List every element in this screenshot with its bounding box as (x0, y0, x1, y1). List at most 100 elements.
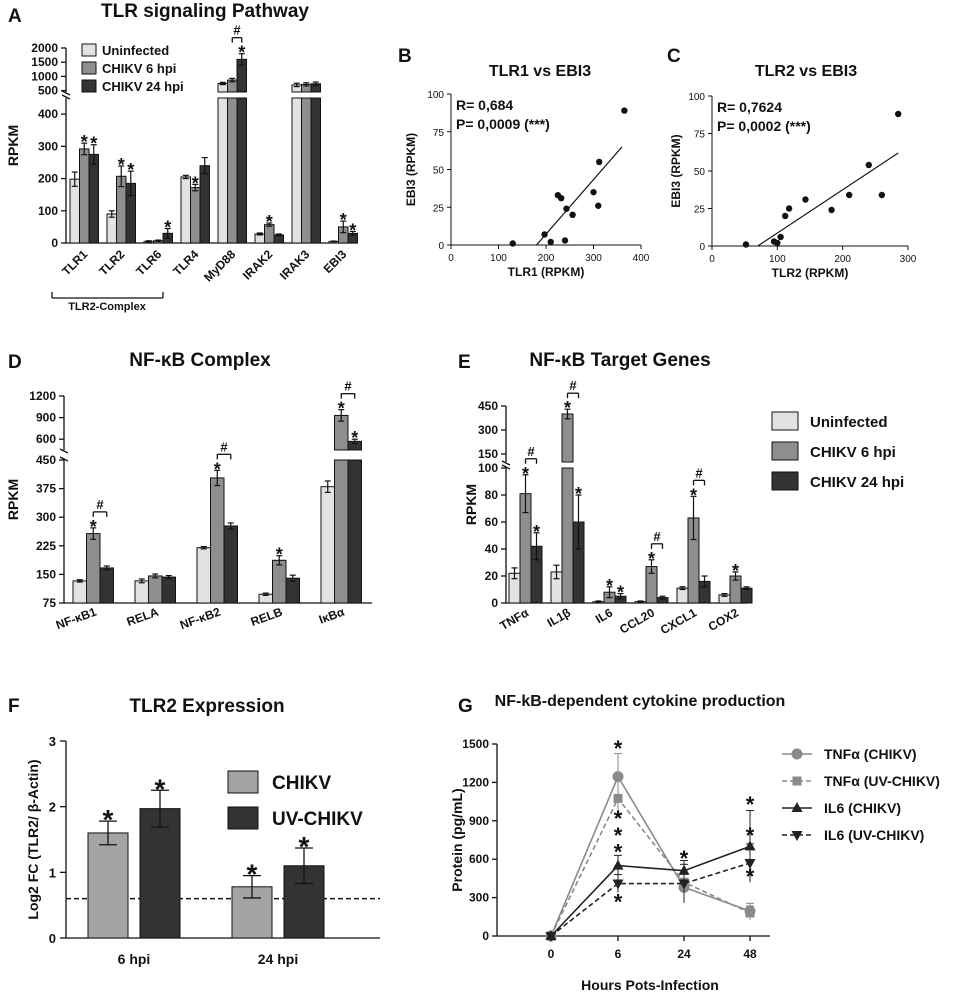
y-tick-label: 1500 (31, 55, 58, 69)
significance-star: * (680, 846, 689, 871)
hash-label: # (344, 379, 352, 394)
p-value: P= 0,0009 (***) (456, 116, 550, 132)
bar (285, 577, 300, 604)
y-axis-label: RPKM (5, 479, 21, 520)
y-tick-label: 40 (485, 542, 499, 556)
scatter-point (781, 212, 789, 220)
x-tick-label: 200 (834, 254, 851, 265)
x-tick-label: 0 (709, 254, 715, 265)
scatter-point (561, 237, 569, 244)
significance-star: * (155, 773, 166, 804)
significance-star: * (617, 583, 624, 603)
significance-star: * (90, 517, 97, 537)
marker-triangle-down (612, 879, 624, 890)
bar (87, 832, 129, 939)
panel-letter-C: C (667, 46, 681, 67)
marker-square (745, 908, 755, 918)
bar (148, 575, 163, 604)
r-value: R= 0,684 (456, 97, 513, 113)
scatter-point (878, 191, 886, 199)
y-tick-label: 450 (478, 399, 498, 413)
legend-swatch (771, 411, 799, 431)
significance-star: * (575, 484, 582, 504)
marker-triangle-down (545, 932, 557, 942)
bar (180, 176, 191, 244)
category-label: IRAK2 (240, 247, 276, 283)
x-axis-label: Hours Pots-Infection (581, 977, 719, 993)
bar (199, 165, 210, 244)
category-label: IL6 (593, 605, 615, 626)
panel-D: D NF-κB Complex 75 150 225 300 375 450 600 900 120… (5, 350, 372, 632)
scatter-point (785, 205, 793, 212)
bar (310, 97, 321, 244)
y-tick-label: 300 (38, 139, 58, 153)
significance-star: * (192, 173, 199, 193)
category-label: TLR2 (96, 247, 127, 278)
x-tick-label: 200 (538, 253, 555, 264)
y-tick-label: 1 (49, 865, 56, 880)
category-label: NF-κB2 (178, 605, 223, 633)
scatter-point (846, 191, 853, 199)
scatter-point (774, 239, 781, 247)
y-tick-label: 900 (36, 411, 56, 425)
y-tick-label: 150 (36, 567, 56, 581)
y-tick-label: 450 (36, 453, 56, 467)
legend-label: Uninfected (102, 43, 169, 58)
chart-title-A: TLR signaling Pathway (101, 1, 309, 22)
significance-star: * (564, 398, 571, 418)
y-tick-label: 20 (485, 569, 499, 583)
y-tick-label: 400 (38, 107, 58, 121)
x-tick-label: 300 (900, 254, 917, 265)
category-label: IκBα (317, 604, 347, 626)
y-tick-label: 100 (478, 461, 498, 475)
y-tick-label: 25 (433, 203, 445, 214)
bar (236, 97, 247, 244)
scatter-point (802, 196, 809, 203)
chart-title-E: NF-κB Target Genes (529, 350, 710, 371)
hash-label: # (233, 23, 241, 38)
significance-star: * (349, 220, 356, 240)
y-axis-label: Protein (pg/mL) (449, 788, 465, 891)
y-tick-label: 900 (469, 814, 489, 828)
x-tick-label: 0 (548, 947, 555, 961)
y-axis-label: EBI3 (RPKM) (404, 133, 418, 206)
bar (223, 525, 238, 604)
series-line (550, 862, 751, 937)
significance-star: * (746, 792, 755, 817)
y-tick-label: 300 (469, 891, 489, 905)
y-tick-label: 25 (694, 205, 706, 216)
significance-star: * (276, 545, 283, 565)
significance-star: * (299, 831, 310, 862)
y-tick-label: 80 (485, 488, 499, 502)
y-tick-label: 3 (49, 734, 56, 749)
y-tick-label: 100 (688, 92, 705, 103)
y-axis-label: RPKM (5, 125, 21, 166)
panel-letter-F: F (8, 696, 20, 717)
marker-square (792, 776, 802, 786)
hash-label: # (527, 444, 535, 459)
chart-title-F: TLR2 Expression (129, 696, 284, 717)
y-tick-label: 75 (433, 128, 445, 139)
bar (301, 97, 312, 244)
category-label: COX2 (706, 605, 742, 634)
y-tick-label: 0 (699, 242, 705, 253)
panel-letter-G: G (458, 696, 473, 717)
y-tick-label: 100 (427, 90, 444, 101)
significance-star: * (614, 823, 623, 848)
bar (320, 486, 335, 604)
marker-triangle-down (744, 859, 756, 870)
category-label: 6 hpi (118, 951, 151, 967)
chart-title-D: NF-κB Complex (129, 350, 271, 371)
y-axis-label: RPKM (463, 484, 479, 525)
legend-swatch (81, 61, 97, 75)
significance-star: * (81, 132, 88, 152)
marker-triangle (612, 859, 624, 870)
p-value: P= 0,0002 (***) (717, 118, 811, 134)
y-tick-label: 600 (36, 432, 56, 446)
y-tick-label: 0 (482, 929, 489, 943)
chart-title-B: TLR1 vs EBI3 (489, 63, 591, 80)
legend-swatch (771, 441, 799, 461)
